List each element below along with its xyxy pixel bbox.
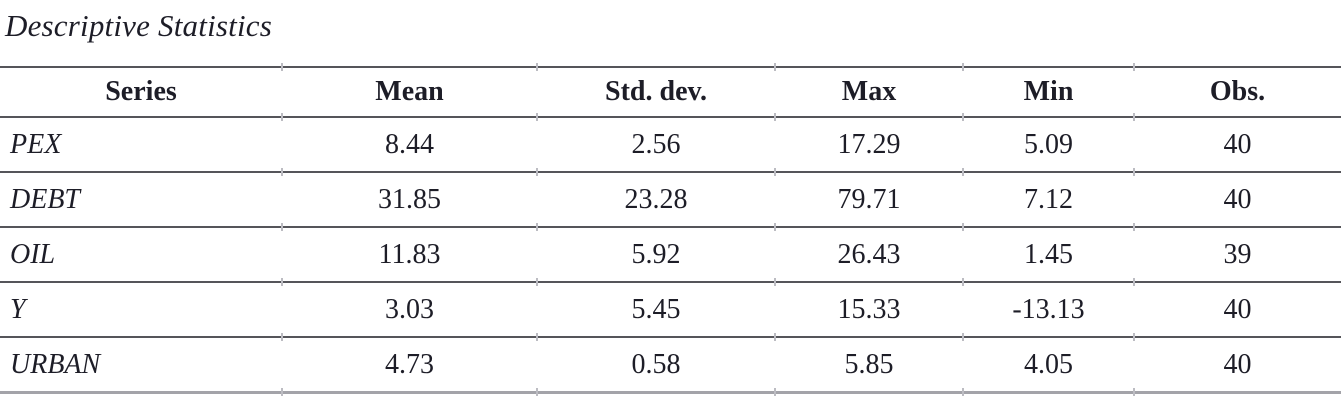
row-label: Y [0,282,283,340]
row-label: URBAN [0,337,283,395]
cell-std-dev: 0.58 [537,337,776,395]
cell-max: 79.71 [775,172,964,230]
cell-std-dev: 2.56 [537,117,776,175]
cell-max: 17.29 [775,117,964,175]
cell-obs: 40 [1134,282,1341,338]
cell-min: 7.12 [963,172,1135,230]
cell-obs: 40 [1134,172,1341,228]
table-title: Descriptive Statistics [5,8,272,43]
table-row-urban: URBAN 4.73 0.58 5.85 4.05 40 [0,337,1341,395]
cell-obs: 39 [1134,227,1341,283]
column-header-max: Max [775,64,964,122]
cell-min: 4.05 [963,337,1135,395]
row-label: PEX [0,117,283,175]
column-header-min: Min [963,64,1135,122]
table-row-y: Y 3.03 5.45 15.33 -13.13 40 [0,282,1341,340]
cell-std-dev: 23.28 [537,172,776,230]
cell-min: -13.13 [963,282,1135,340]
cell-mean: 3.03 [282,282,538,340]
table-row-oil: OIL 11.83 5.92 26.43 1.45 39 [0,227,1341,285]
cell-std-dev: 5.92 [537,227,776,285]
table-row-debt: DEBT 31.85 23.28 79.71 7.12 40 [0,172,1341,230]
table-row-pex: PEX 8.44 2.56 17.29 5.09 40 [0,117,1341,175]
column-header-mean: Mean [282,64,538,122]
row-label: DEBT [0,172,283,230]
cell-max: 26.43 [775,227,964,285]
cell-mean: 8.44 [282,117,538,175]
row-label: OIL [0,227,283,285]
cell-max: 5.85 [775,337,964,395]
column-header-obs: Obs. [1134,66,1341,118]
cell-mean: 31.85 [282,172,538,230]
cell-mean: 11.83 [282,227,538,285]
column-header-std-dev: Std. dev. [537,64,776,122]
cell-std-dev: 5.45 [537,282,776,340]
cell-max: 15.33 [775,282,964,340]
column-header-series: Series [0,64,283,122]
header-row: Series Mean Std. dev. Max Min Obs. [0,64,1341,122]
cell-mean: 4.73 [282,337,538,395]
cell-obs: 40 [1134,337,1341,394]
cell-min: 1.45 [963,227,1135,285]
cell-obs: 40 [1134,117,1341,173]
descriptive-statistics-table: Series Mean Std. dev. Max Min Obs. PEX 8… [0,64,1341,395]
page: Descriptive Statistics Series Mean Std. … [0,8,1341,395]
cell-min: 5.09 [963,117,1135,175]
